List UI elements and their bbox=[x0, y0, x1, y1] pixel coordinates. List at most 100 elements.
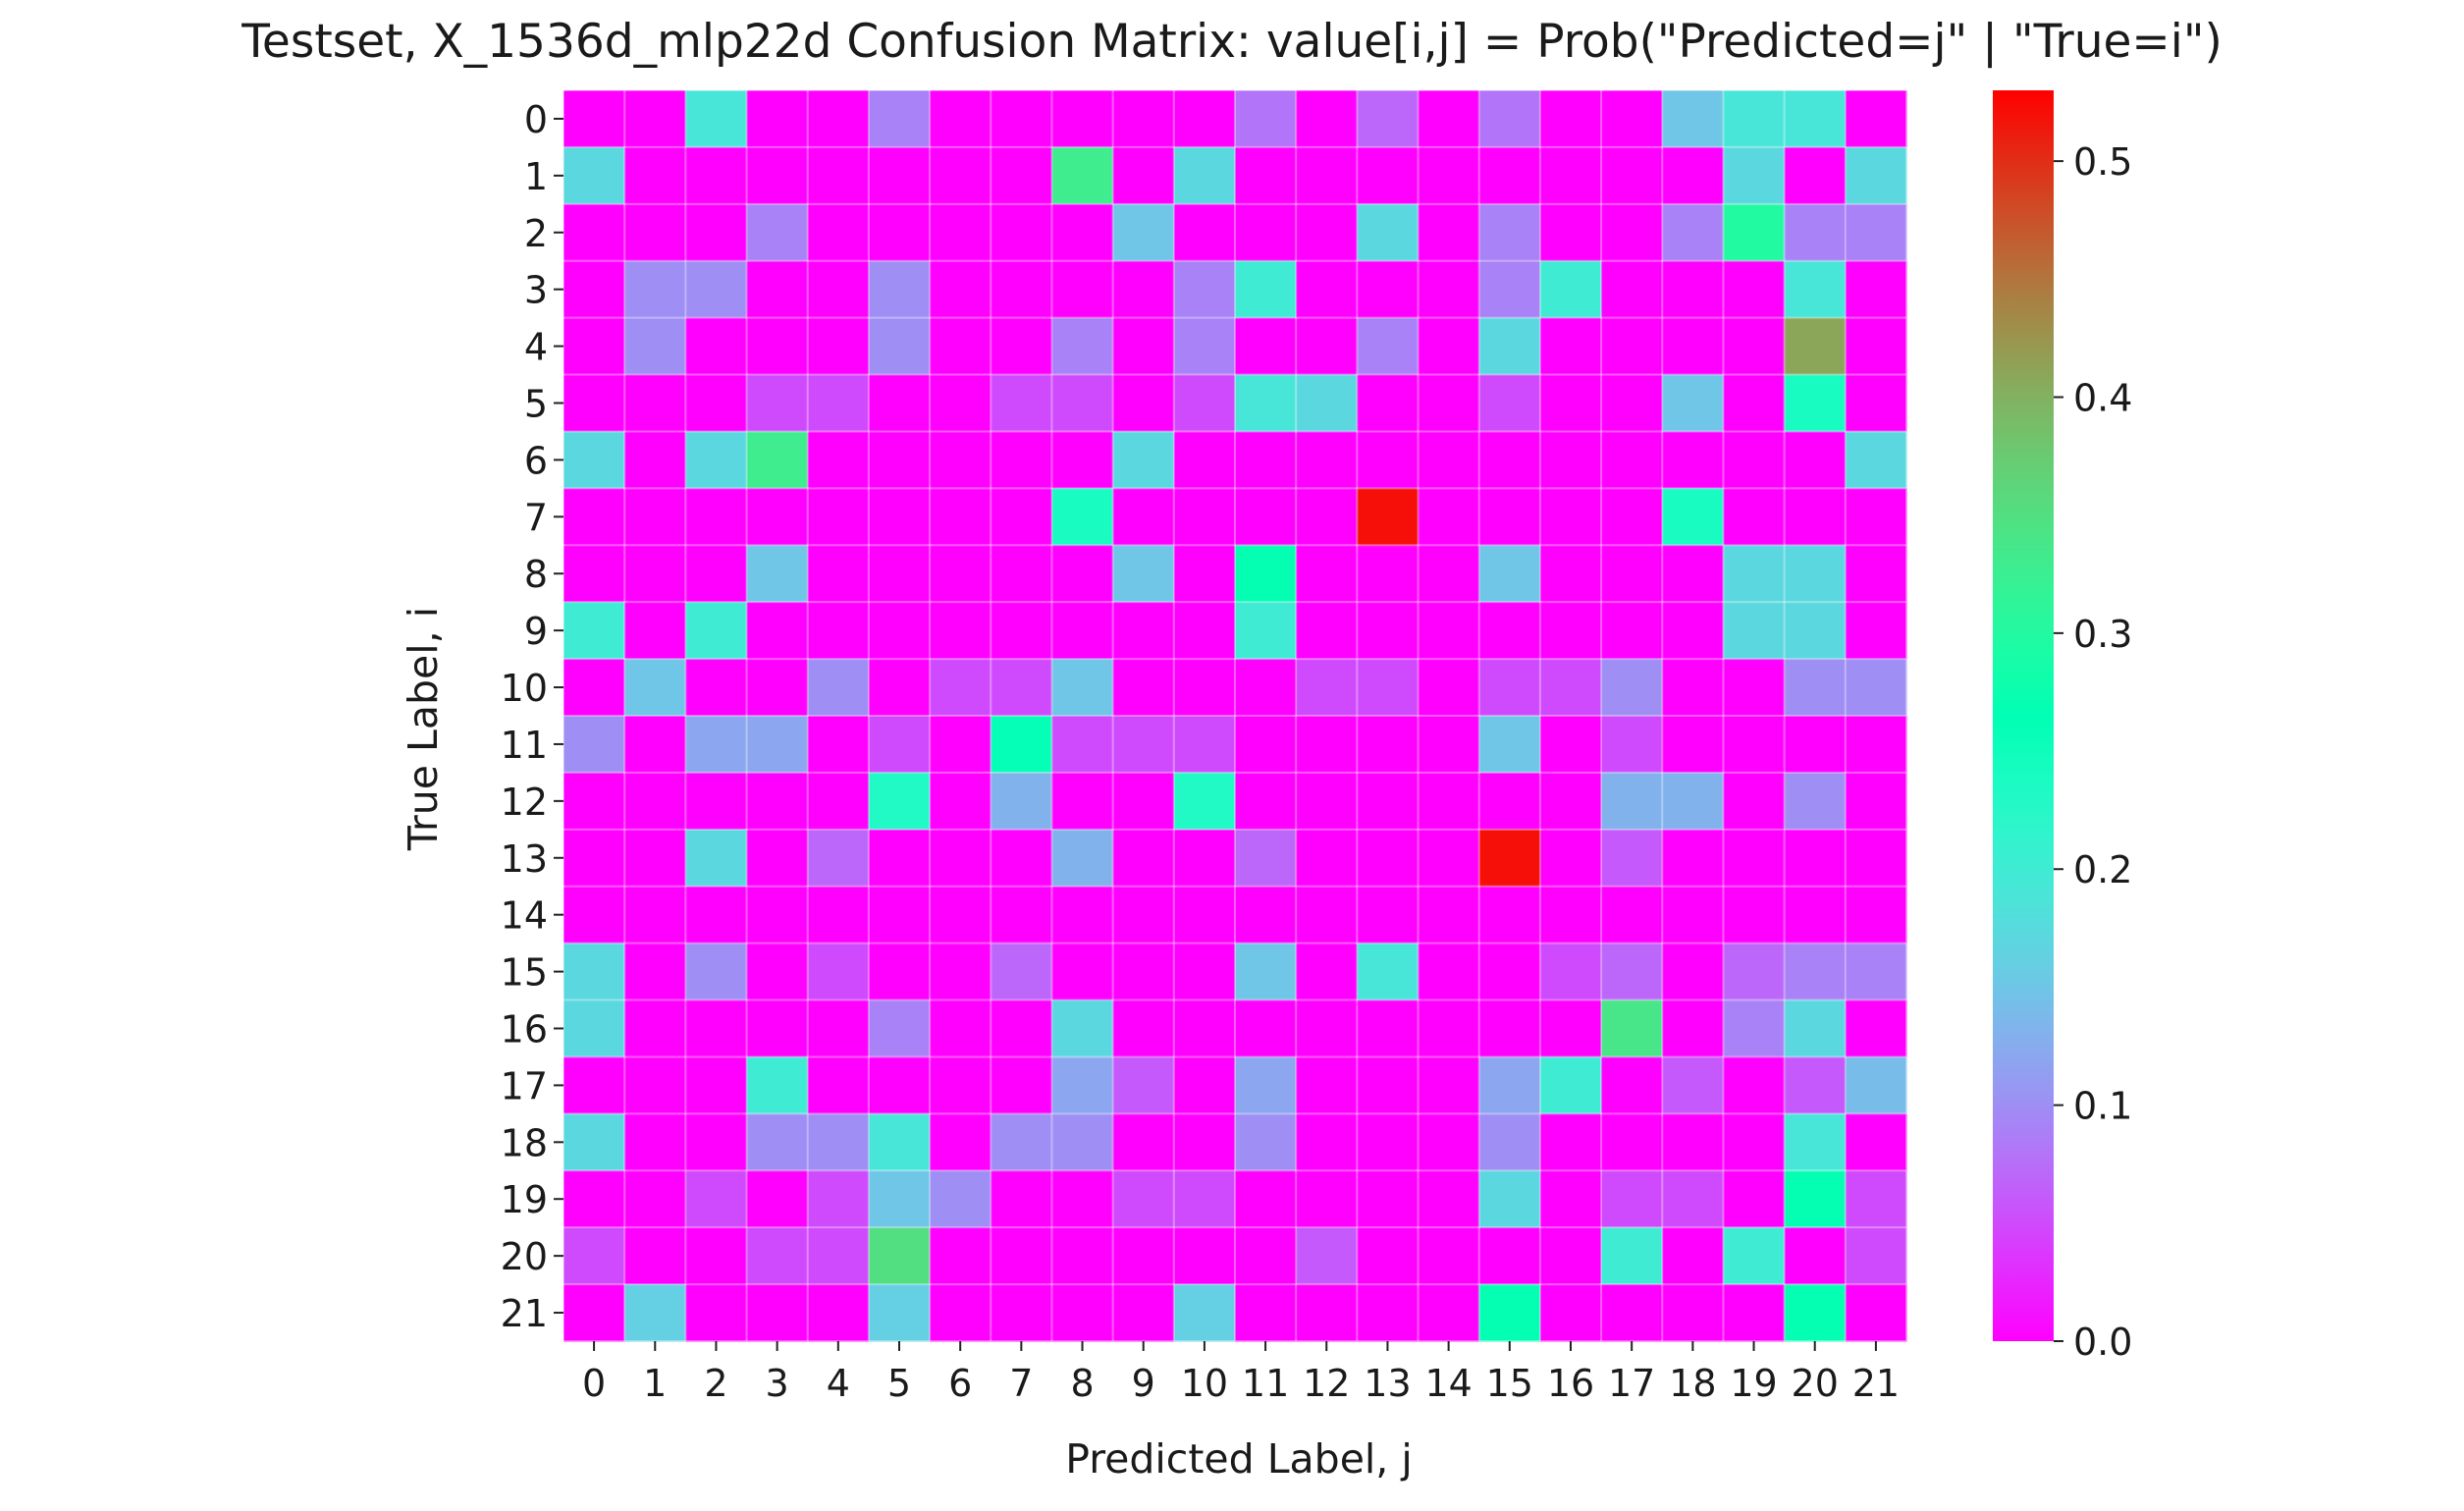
heatmap-cell bbox=[1235, 431, 1297, 489]
heatmap-cell bbox=[1662, 1227, 1725, 1285]
heatmap-cell bbox=[563, 1056, 625, 1114]
heatmap-cell bbox=[1235, 772, 1297, 831]
heatmap-cell bbox=[1539, 1056, 1602, 1114]
heatmap-cell bbox=[991, 203, 1053, 262]
heatmap-cell bbox=[1662, 772, 1725, 831]
heatmap-cell bbox=[1662, 1284, 1725, 1342]
heatmap-cell bbox=[1296, 1056, 1358, 1114]
heatmap-cell bbox=[1418, 545, 1480, 603]
heatmap-cell bbox=[1051, 317, 1114, 376]
heatmap-cell bbox=[746, 1056, 809, 1114]
heatmap-cell bbox=[807, 1170, 870, 1228]
heatmap-cell bbox=[624, 716, 686, 774]
heatmap-cell bbox=[563, 999, 625, 1058]
heatmap-cell bbox=[1235, 90, 1297, 148]
heatmap-cell bbox=[1723, 488, 1786, 546]
heatmap-cell bbox=[1296, 260, 1358, 319]
heatmap-cell bbox=[1845, 203, 1907, 262]
heatmap-cell bbox=[746, 203, 809, 262]
heatmap-cell bbox=[868, 431, 931, 489]
heatmap-cell bbox=[807, 886, 870, 944]
heatmap-cell bbox=[624, 1113, 686, 1171]
heatmap-cell bbox=[1662, 90, 1725, 148]
heatmap-cell bbox=[1296, 90, 1358, 148]
heatmap-cell bbox=[930, 716, 991, 774]
x-tick-label: 20 bbox=[1792, 1362, 1839, 1405]
heatmap-cell bbox=[1418, 1170, 1480, 1228]
heatmap-cell bbox=[1296, 829, 1358, 888]
heatmap-cell bbox=[1112, 317, 1175, 376]
heatmap-cell bbox=[1845, 716, 1907, 774]
heatmap-cell bbox=[1662, 374, 1725, 433]
heatmap-cell bbox=[1112, 999, 1175, 1058]
heatmap-cell bbox=[1235, 659, 1297, 717]
heatmap-cell bbox=[1723, 772, 1786, 831]
x-tick-label: 7 bbox=[1009, 1362, 1033, 1405]
heatmap-cell bbox=[1173, 829, 1236, 888]
heatmap-cell bbox=[1235, 488, 1297, 546]
heatmap-cell bbox=[930, 943, 991, 1001]
x-tick-label: 18 bbox=[1669, 1362, 1716, 1405]
heatmap-cell bbox=[1845, 886, 1907, 944]
heatmap-cell bbox=[1418, 488, 1480, 546]
heatmap-cell bbox=[868, 1056, 931, 1114]
heatmap-cell bbox=[1662, 1056, 1725, 1114]
heatmap-cell bbox=[1357, 716, 1419, 774]
y-tick-label: 5 bbox=[524, 383, 548, 426]
heatmap-cell bbox=[1296, 488, 1358, 546]
heatmap-cell bbox=[991, 1056, 1053, 1114]
heatmap-cell bbox=[991, 146, 1053, 205]
heatmap-cell bbox=[746, 1227, 809, 1285]
heatmap-cell bbox=[746, 431, 809, 489]
heatmap-cell bbox=[685, 943, 748, 1001]
heatmap-cell bbox=[1478, 999, 1541, 1058]
heatmap-cell bbox=[1539, 772, 1602, 831]
heatmap-cell bbox=[1478, 772, 1541, 831]
heatmap-cell bbox=[1784, 431, 1847, 489]
x-tick-label: 9 bbox=[1132, 1362, 1155, 1405]
heatmap-cell bbox=[1112, 659, 1175, 717]
heatmap-cell bbox=[563, 1284, 625, 1342]
heatmap-cell bbox=[868, 1113, 931, 1171]
heatmap-cell bbox=[624, 90, 686, 148]
heatmap-cell bbox=[1296, 716, 1358, 774]
x-axis-label: Predicted Label, j bbox=[1065, 1435, 1413, 1483]
heatmap-cell bbox=[1845, 1227, 1907, 1285]
heatmap-cell bbox=[1723, 999, 1786, 1058]
heatmap-cell bbox=[930, 886, 991, 944]
heatmap-cell bbox=[1296, 431, 1358, 489]
heatmap-cell bbox=[1173, 545, 1236, 603]
heatmap-cell bbox=[1478, 431, 1541, 489]
heatmap-cell bbox=[1112, 1170, 1175, 1228]
heatmap-cell bbox=[1784, 317, 1847, 376]
heatmap-cell bbox=[1478, 659, 1541, 717]
heatmap-cell bbox=[1601, 488, 1663, 546]
heatmap-cell bbox=[868, 203, 931, 262]
heatmap-cell bbox=[1357, 260, 1419, 319]
heatmap-cell bbox=[1784, 374, 1847, 433]
heatmap-cell bbox=[1662, 488, 1725, 546]
heatmap-cell bbox=[868, 1170, 931, 1228]
heatmap-cell bbox=[1601, 999, 1663, 1058]
heatmap-cell bbox=[991, 317, 1053, 376]
heatmap-cell bbox=[746, 829, 809, 888]
heatmap-cell bbox=[1418, 1284, 1480, 1342]
heatmap-cell bbox=[1478, 260, 1541, 319]
heatmap-cell bbox=[685, 90, 748, 148]
heatmap-cell bbox=[1539, 90, 1602, 148]
heatmap-cell bbox=[1418, 146, 1480, 205]
heatmap-cell bbox=[1723, 1284, 1786, 1342]
heatmap-cell bbox=[1723, 1170, 1786, 1228]
heatmap-cell bbox=[1296, 1113, 1358, 1171]
heatmap-cell bbox=[1601, 146, 1663, 205]
heatmap-cell bbox=[563, 374, 625, 433]
heatmap-cell bbox=[1112, 203, 1175, 262]
heatmap-cell bbox=[563, 431, 625, 489]
heatmap-cell bbox=[1478, 146, 1541, 205]
heatmap-cell bbox=[1784, 1113, 1847, 1171]
x-tick-label: 1 bbox=[643, 1362, 667, 1405]
heatmap-cell bbox=[1418, 260, 1480, 319]
heatmap-cell bbox=[1296, 1284, 1358, 1342]
heatmap-cell bbox=[1296, 659, 1358, 717]
heatmap-cell bbox=[746, 488, 809, 546]
